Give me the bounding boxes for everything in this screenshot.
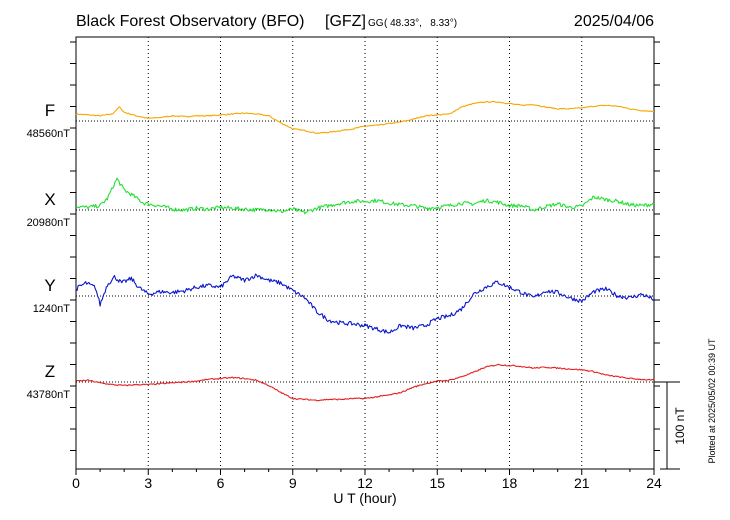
series-line-f [75,100,655,135]
x-tick-label: 6 [217,475,225,491]
series-label-z: Z [45,362,55,381]
series-lines [75,100,655,402]
date-label: 2025/04/06 [574,13,654,30]
baseline-value-x: 20980nT [27,217,71,229]
axis-ticks [70,41,660,475]
baseline-value-y: 1240nT [33,303,71,315]
institute-label: [GFZ] [325,13,366,30]
grid-lines [147,37,583,469]
x-tick-label: 12 [357,475,373,491]
chart-title: Black Forest Observatory (BFO) [76,13,305,30]
series-label-y: Y [44,276,55,295]
scale-bar-label: 100 nT [673,407,687,445]
series-labels: F 48560nT X 20980nT Y 1240nT Z 43780nT [27,101,71,401]
x-tick-label: 18 [502,475,518,491]
x-tick-label: 15 [429,475,445,491]
x-tick-labels: 0 3 6 9 12 15 18 21 24 [72,475,662,491]
series-line-z [75,363,655,402]
x-tick-label: 24 [646,475,662,491]
x-tick-label: 9 [289,475,297,491]
baseline-value-f: 48560nT [27,128,71,140]
scale-bar: 100 nT [654,381,687,470]
x-tick-label: 3 [144,475,152,491]
coords-label: ( 48.33°, 8.33°) [384,18,457,29]
baseline-value-z: 43780nT [27,389,71,401]
x-tick-label: 0 [72,475,80,491]
x-tick-label: 21 [574,475,590,491]
plotted-timestamp: Plotted at 2025/05/02 00:39 UT [707,338,717,464]
series-line-y [75,273,655,334]
baselines [76,120,654,383]
series-line-x [75,177,655,215]
series-label-f: F [45,101,55,120]
series-label-x: X [44,190,55,209]
coords-prefix: GG [368,18,384,29]
x-axis-label: U T (hour) [333,490,396,506]
